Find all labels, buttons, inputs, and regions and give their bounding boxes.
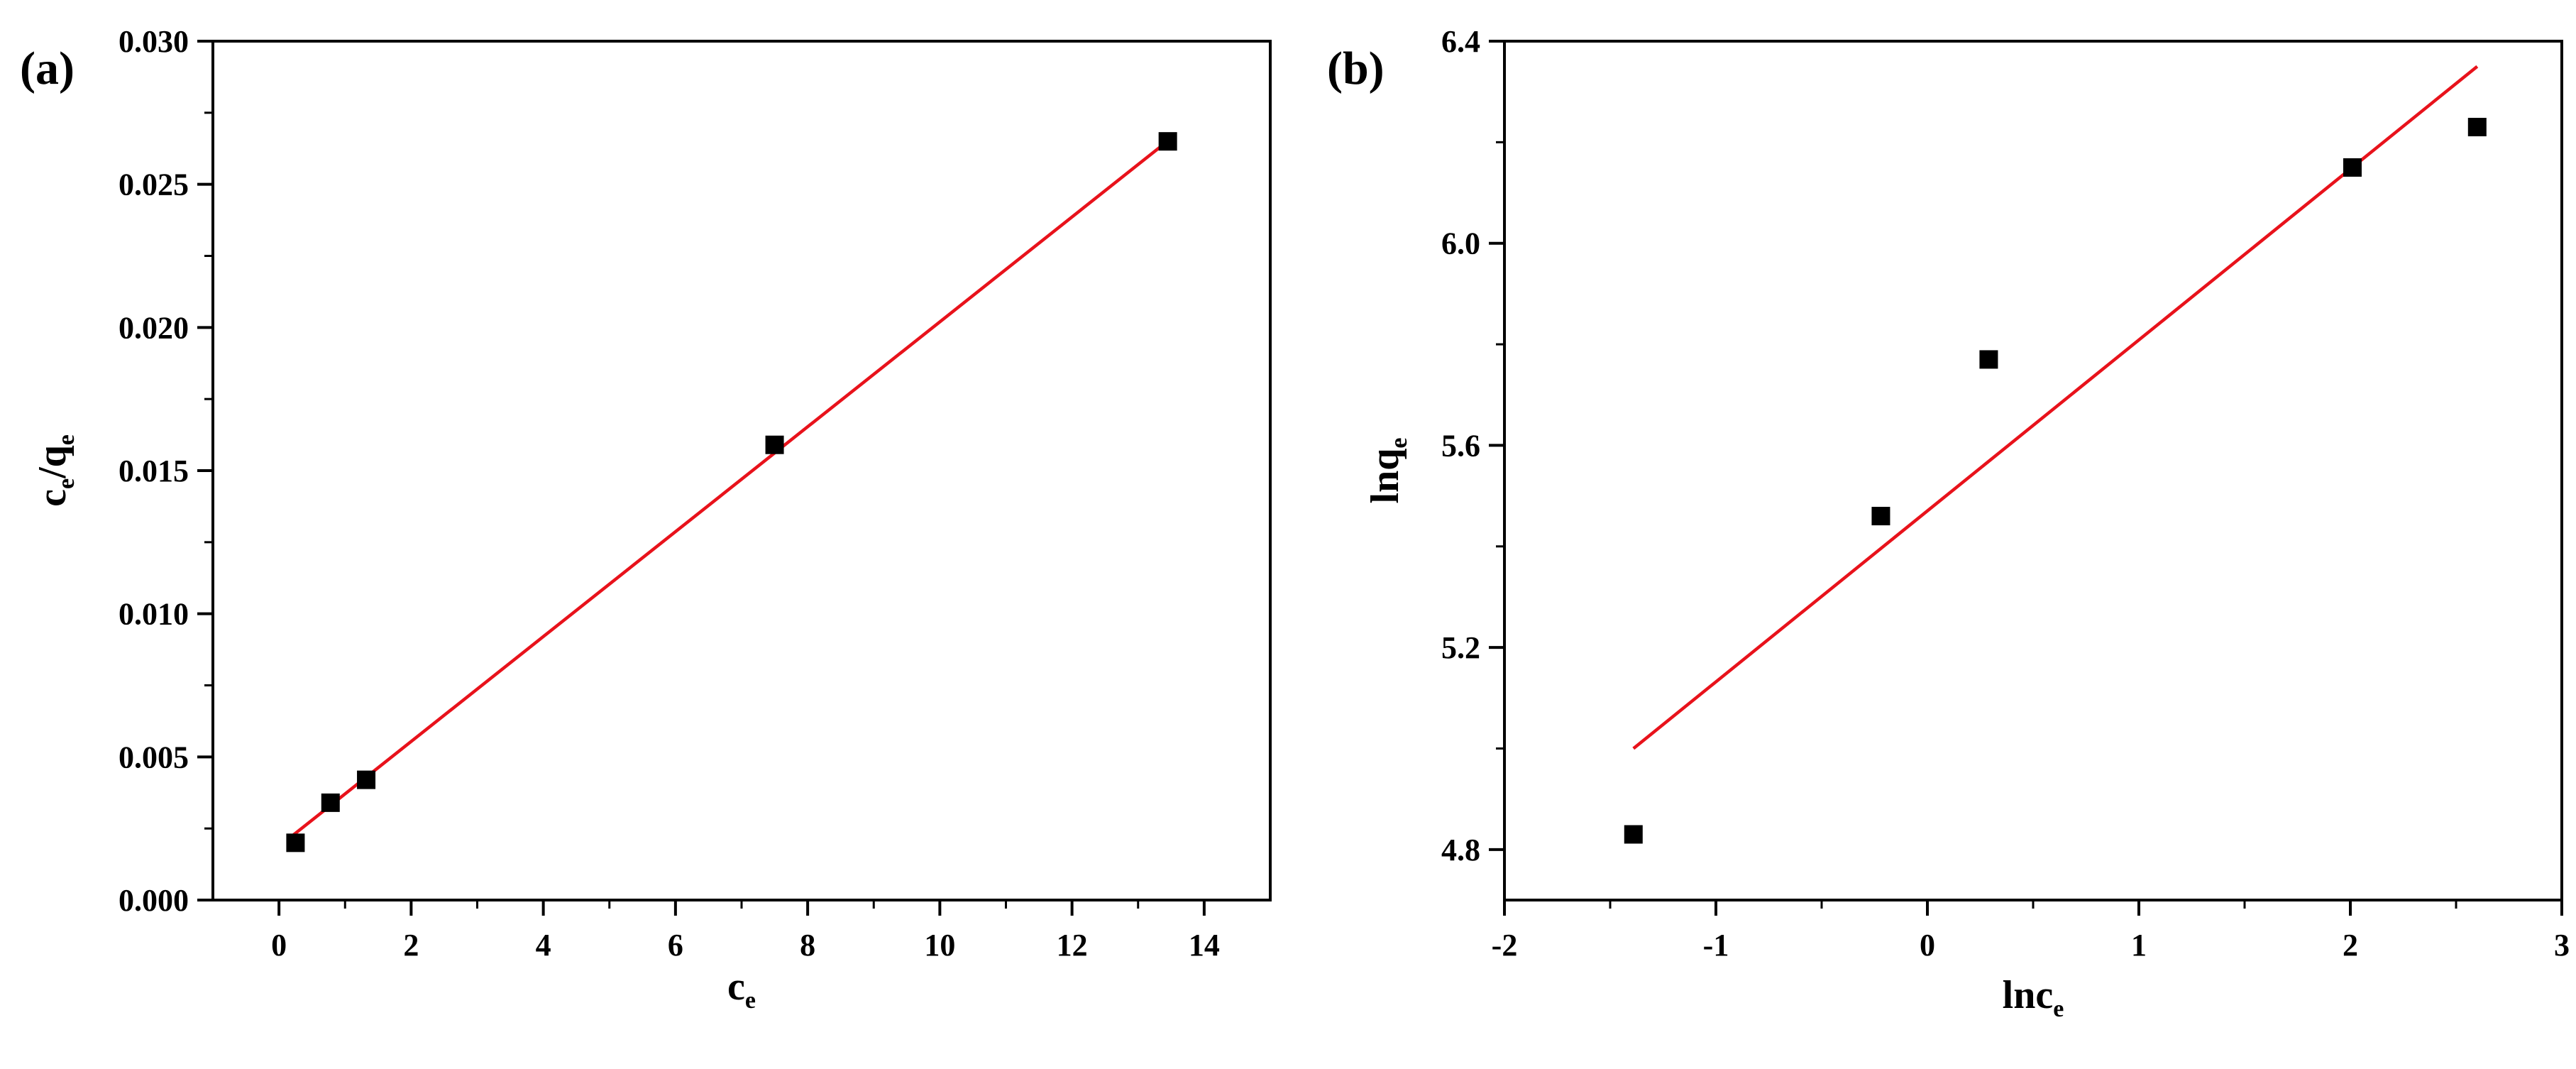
x-tick-label: 2 [403,928,419,963]
y-tick-label: 5.6 [1441,428,1480,463]
x-tick-label: 14 [1189,928,1220,963]
fit-line [287,134,1176,840]
x-tick-label: 0 [1920,928,1935,963]
data-point [1871,507,1890,526]
y-axis-title: ce​/qe​ [31,434,79,507]
y-tick-label: 0.000 [119,883,189,918]
x-tick-label: 6 [668,928,683,963]
y-axis-title-subscript: e [1386,438,1412,449]
data-point [286,833,305,853]
y-tick-label: 0.015 [119,454,189,488]
panel-label: (a) [20,43,75,94]
y-tick-label: 0.025 [119,168,189,202]
data-point [2343,158,2362,177]
x-axis-title-subscript: e [745,987,756,1014]
y-tick-label: 0.030 [119,24,189,59]
x-tick-label: 0 [271,928,287,963]
plot-frame [1503,40,2563,901]
y-tick-label: 6.0 [1441,226,1480,261]
y-tick-label: 0.010 [119,597,189,632]
y-axis-title-subscript: e [53,478,79,489]
y-tick-label: 5.2 [1441,630,1480,665]
x-tick-label: -1 [1703,928,1729,963]
x-axis-title-base: lnc [2003,973,2054,1017]
x-axis-title-subscript: e [2053,996,2064,1022]
data-point [765,435,784,454]
y-axis-title-base: c [31,489,75,507]
x-tick-label: 12 [1057,928,1088,963]
x-axis-title: lnce​ [2003,973,2064,1022]
y-tick-label: 0.020 [119,310,189,345]
x-tick-label: 4 [536,928,551,963]
x-tick-label: -2 [1492,928,1518,963]
y-axis-title: lnqe​ [1363,438,1412,504]
y-axis-title-base: lnq [1363,449,1407,504]
x-tick-label: 3 [2554,928,2570,963]
y-axis-title-base: /q [31,445,75,479]
x-tick-label: 10 [924,928,955,963]
panel-label: (b) [1327,43,1385,94]
x-tick-label: 1 [2131,928,2147,963]
data-point [2467,118,2487,136]
y-tick-label: 0.005 [119,740,189,774]
y-tick-label: 6.4 [1441,24,1480,59]
x-tick-label: 8 [800,928,815,963]
x-axis-title-base: c [727,965,745,1009]
data-point [1158,132,1177,151]
data-point [1979,350,1998,369]
data-point [1624,825,1643,844]
panel-b: -2 -1 0 1 2 3 4.8 5.2 5.6 6.0 6.4 lnce​ lnqe​ (b) [1327,24,2570,1022]
x-tick-label: 2 [2343,928,2358,963]
data-point [321,793,340,812]
fit-line [1632,65,2479,750]
y-tick-label: 4.8 [1441,833,1480,867]
y-axis-title-subscript: e [53,434,79,445]
x-axis-title: ce​ [727,965,756,1014]
panel-a: 0 2 4 6 8 10 12 14 0.000 0.005 0.010 0.015 0.020 0.02… [20,24,1272,1014]
data-point [357,770,376,789]
